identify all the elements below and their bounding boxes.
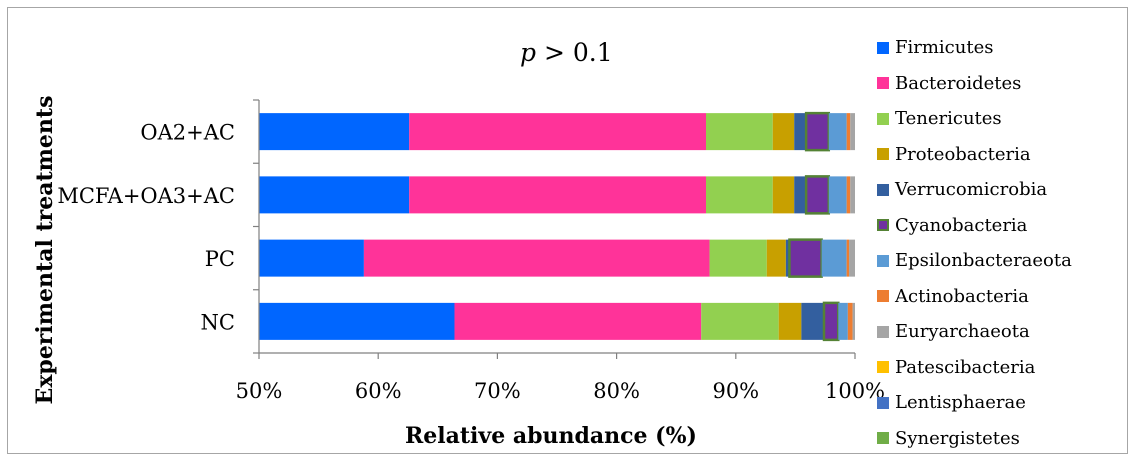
title-p-symbol: p — [520, 38, 537, 67]
legend-label: Proteobacteria — [895, 143, 1031, 165]
bar-proteobacteria-mcfa-oa3-ac — [772, 176, 795, 214]
bar-tenericutes-pc — [709, 239, 767, 277]
bar-actinobacteria-oa2-ac — [846, 113, 851, 151]
legend-item: Synergistetes — [877, 421, 1072, 457]
legend-swatch — [877, 361, 889, 374]
x-tick-label: 100% — [825, 379, 885, 403]
bar-tenericutes-nc — [701, 302, 779, 340]
x-axis-label: Relative abundance (%) — [405, 423, 697, 449]
legend-label: Cyanobacteria — [895, 214, 1028, 236]
x-tick-label: 60% — [355, 379, 402, 403]
legend-label: Actinobacteria — [895, 285, 1029, 307]
legend-label: Synergistetes — [895, 427, 1020, 449]
x-tick-label: 50% — [236, 379, 283, 403]
bar-cyanobacteria-pc — [788, 238, 823, 278]
legend-item: Bacteroidetes — [877, 66, 1072, 102]
title-text: > 0.1 — [536, 38, 613, 67]
y-tick-label: NC — [201, 310, 235, 334]
bar-proteobacteria-pc — [766, 239, 786, 277]
bar-verrucomicrobia-pc — [785, 239, 790, 277]
legend-swatch — [877, 432, 889, 445]
legend-swatch — [877, 77, 889, 90]
bar-cyanobacteria-nc — [822, 301, 840, 342]
bar-tenericutes-oa2-ac — [706, 113, 773, 151]
legend-swatch — [877, 254, 889, 267]
x-tick-label: 90% — [712, 379, 759, 403]
legend-swatch — [877, 112, 889, 125]
legend-item: Lentisphaerae — [877, 385, 1072, 421]
bar-euryarchaeota-pc — [849, 239, 855, 277]
legend-label: Epsilonbacteraeota — [895, 250, 1072, 272]
legend-swatch — [877, 148, 889, 161]
chart-title: p > 0.1 — [520, 38, 613, 67]
bar-cyanobacteria-oa2-ac — [804, 111, 831, 152]
bar-bacteroidetes-nc — [454, 302, 702, 340]
legend-item: Firmicutes — [877, 30, 1072, 66]
legend-swatch — [877, 183, 889, 196]
bar-epsilonbacteraeota-oa2-ac — [828, 113, 847, 151]
legend-item: Actinobacteria — [877, 279, 1072, 315]
bar-euryarchaeota-oa2-ac — [850, 113, 855, 151]
legend-swatch — [877, 41, 889, 54]
legend-label: Tenericutes — [895, 108, 1002, 130]
y-axis-label: Experimental treatments — [32, 95, 58, 405]
bar-actinobacteria-pc — [846, 239, 850, 277]
bar-epsilonbacteraeota-pc — [821, 239, 847, 277]
legend-label: Patescibacteria — [895, 356, 1036, 378]
bar-firmicutes-nc — [259, 302, 455, 340]
legend-label: Lentisphaerae — [895, 392, 1026, 414]
bar-proteobacteria-oa2-ac — [772, 113, 795, 151]
bar-epsilonbacteraeota-mcfa-oa3-ac — [828, 176, 847, 214]
legend-swatch — [877, 396, 889, 409]
legend-item: Cyanobacteria — [877, 208, 1072, 244]
legend-item: Proteobacteria — [877, 137, 1072, 173]
bar-bacteroidetes-pc — [363, 239, 710, 277]
bar-actinobacteria-mcfa-oa3-ac — [846, 176, 851, 214]
bar-bacteroidetes-oa2-ac — [409, 113, 706, 151]
legend-swatch — [877, 290, 889, 303]
bar-proteobacteria-nc — [778, 302, 802, 340]
bar-euryarchaeota-nc — [852, 302, 855, 340]
bar-euryarchaeota-mcfa-oa3-ac — [850, 176, 855, 214]
bar-cyanobacteria-mcfa-oa3-ac — [804, 175, 831, 215]
legend: Firmicutes Bacteroidetes Tenericutes Proteo… — [877, 30, 1072, 456]
chart-frame — [7, 7, 1128, 454]
legend-label: Euryarchaeota — [895, 321, 1030, 343]
legend-swatch — [877, 219, 889, 232]
legend-item: Epsilonbacteraeota — [877, 243, 1072, 279]
y-tick-label: MCFA+OA3+AC — [57, 184, 235, 208]
bar-verrucomicrobia-nc — [801, 302, 825, 340]
bar-verrucomicrobia-oa2-ac — [794, 113, 807, 151]
legend-label: Bacteroidetes — [895, 72, 1022, 94]
y-tick-label: OA2+AC — [140, 121, 235, 145]
y-tick-label: PC — [205, 247, 235, 271]
legend-label: Verrucomicrobia — [895, 179, 1048, 201]
bar-actinobacteria-nc — [847, 302, 853, 340]
bar-firmicutes-oa2-ac — [259, 113, 410, 151]
legend-item: Euryarchaeota — [877, 314, 1072, 350]
bar-firmicutes-mcfa-oa3-ac — [259, 176, 410, 214]
bar-bacteroidetes-mcfa-oa3-ac — [409, 176, 706, 214]
bar-tenericutes-mcfa-oa3-ac — [706, 176, 773, 214]
bar-firmicutes-pc — [259, 239, 364, 277]
x-tick-label: 80% — [593, 379, 640, 403]
x-tick-label: 70% — [474, 379, 521, 403]
legend-item: Verrucomicrobia — [877, 172, 1072, 208]
legend-swatch — [877, 325, 889, 338]
bar-epsilonbacteraeota-nc — [838, 302, 848, 340]
bar-verrucomicrobia-mcfa-oa3-ac — [794, 176, 807, 214]
legend-label: Firmicutes — [895, 37, 994, 59]
legend-item: Tenericutes — [877, 101, 1072, 137]
legend-item: Patescibacteria — [877, 350, 1072, 386]
